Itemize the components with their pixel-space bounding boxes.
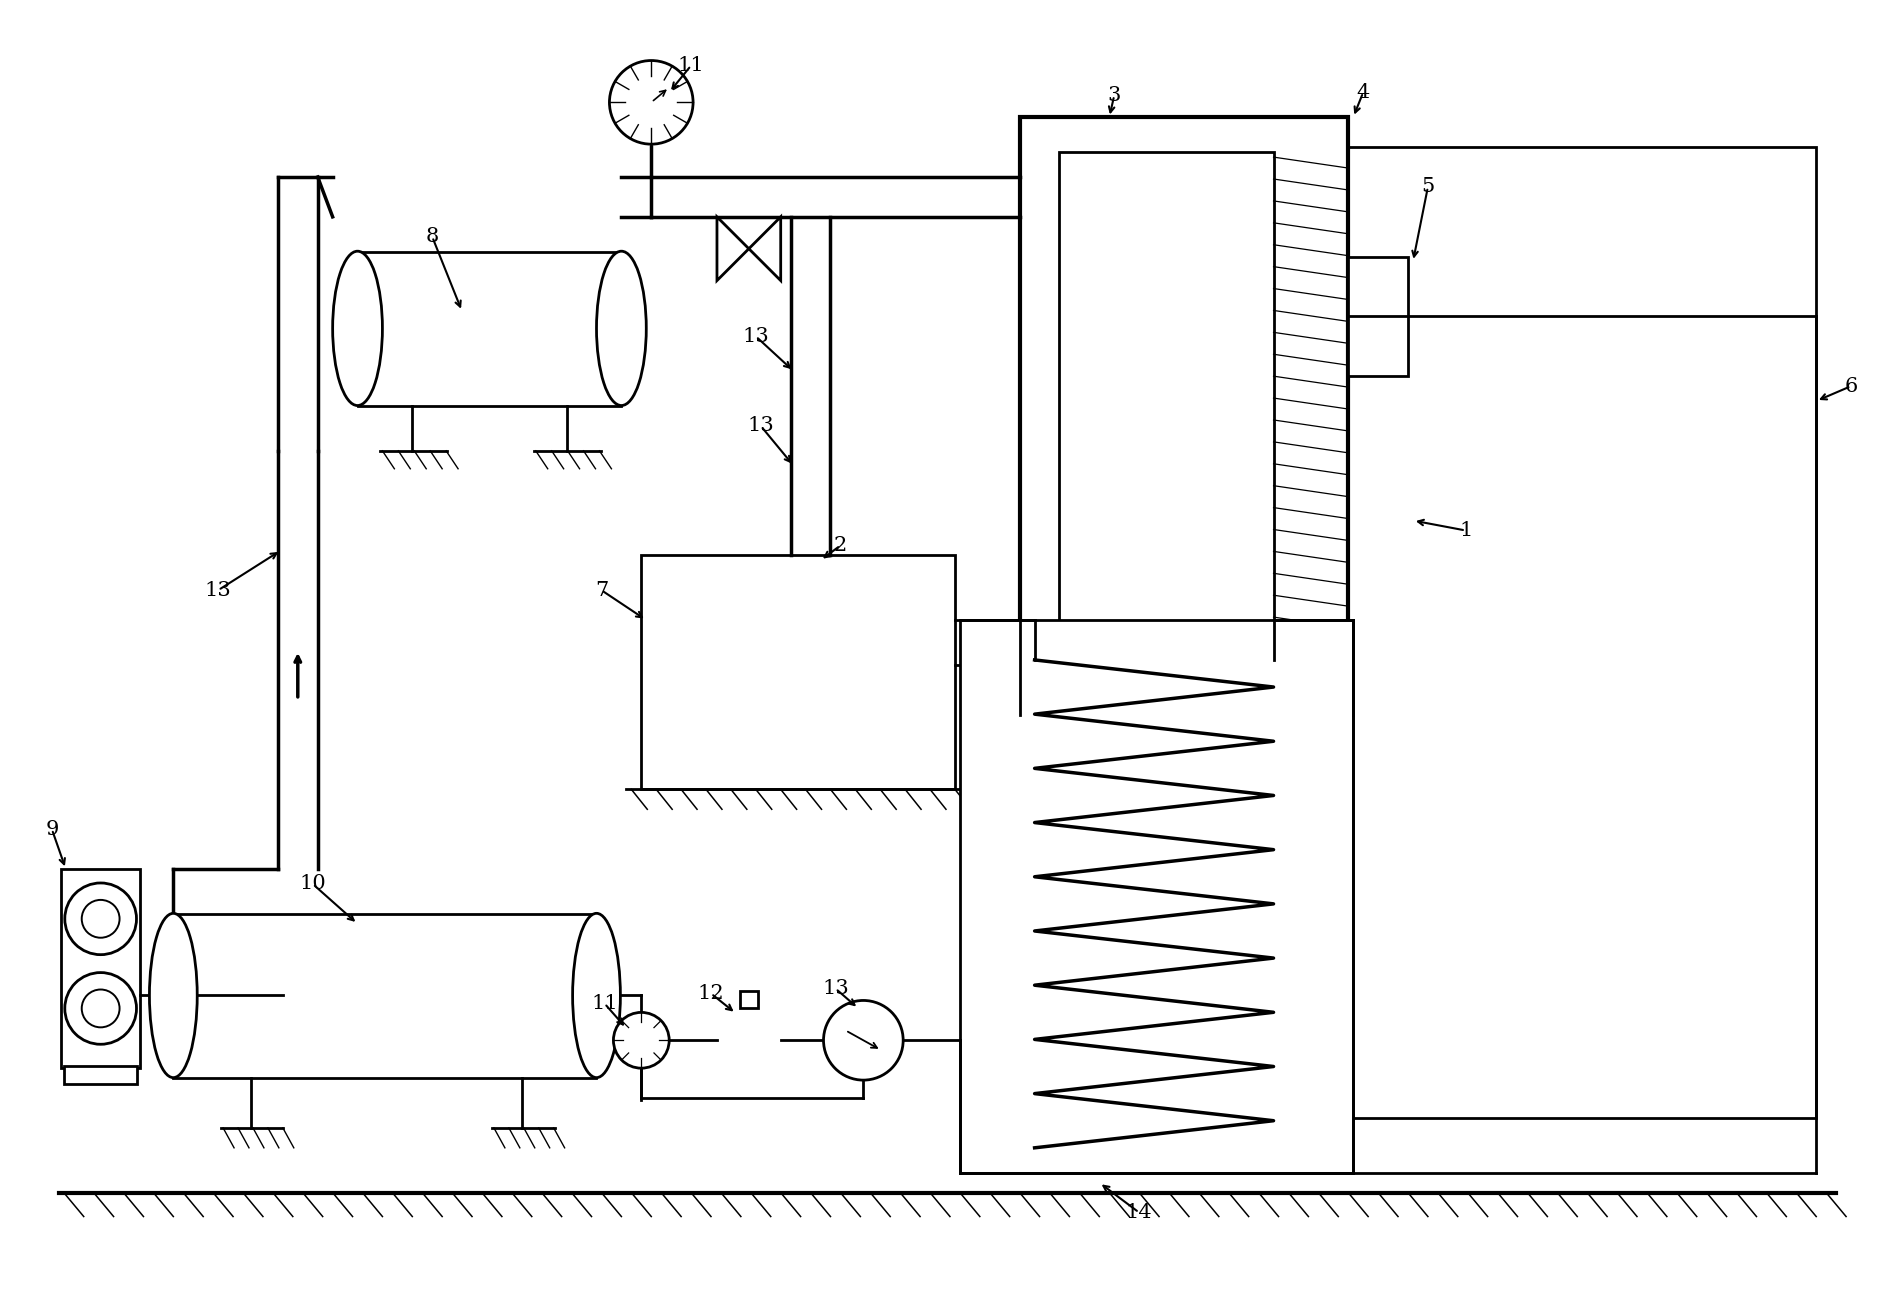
Bar bbox=[741, 990, 758, 1008]
Text: 7: 7 bbox=[596, 581, 609, 599]
Text: 14: 14 bbox=[1125, 1203, 1152, 1222]
Text: 1: 1 bbox=[1459, 521, 1472, 540]
Bar bbox=[64, 1066, 138, 1084]
Text: 13: 13 bbox=[743, 327, 769, 345]
Circle shape bbox=[81, 990, 119, 1027]
Polygon shape bbox=[716, 217, 748, 281]
Text: 13: 13 bbox=[748, 416, 775, 436]
Circle shape bbox=[64, 883, 136, 955]
Text: 9: 9 bbox=[45, 820, 58, 839]
Bar bbox=[1059, 152, 1274, 679]
Bar bbox=[1348, 257, 1408, 376]
Bar bbox=[641, 556, 956, 789]
Text: 4: 4 bbox=[1357, 82, 1370, 102]
Ellipse shape bbox=[149, 914, 198, 1078]
Ellipse shape bbox=[573, 914, 620, 1078]
Text: 13: 13 bbox=[205, 581, 232, 599]
Bar bbox=[1329, 147, 1817, 1118]
Polygon shape bbox=[748, 217, 780, 281]
Ellipse shape bbox=[596, 251, 647, 406]
Circle shape bbox=[81, 900, 119, 937]
Circle shape bbox=[609, 61, 694, 144]
Text: 11: 11 bbox=[679, 55, 705, 75]
Text: 3: 3 bbox=[1108, 86, 1122, 104]
Bar bbox=[358, 251, 622, 406]
Text: 8: 8 bbox=[426, 227, 439, 246]
Bar bbox=[173, 914, 596, 1078]
Text: 2: 2 bbox=[833, 536, 846, 556]
Text: 13: 13 bbox=[822, 980, 848, 998]
Circle shape bbox=[824, 1000, 903, 1080]
Ellipse shape bbox=[332, 251, 383, 406]
Circle shape bbox=[64, 973, 136, 1044]
Text: 11: 11 bbox=[592, 994, 618, 1013]
Circle shape bbox=[613, 1012, 669, 1069]
Bar bbox=[60, 869, 141, 1069]
Text: 10: 10 bbox=[300, 874, 326, 893]
Text: 6: 6 bbox=[1844, 376, 1859, 396]
Text: 5: 5 bbox=[1421, 178, 1434, 196]
Bar bbox=[959, 620, 1353, 1173]
Text: 12: 12 bbox=[697, 984, 724, 1003]
Bar bbox=[1020, 117, 1348, 714]
